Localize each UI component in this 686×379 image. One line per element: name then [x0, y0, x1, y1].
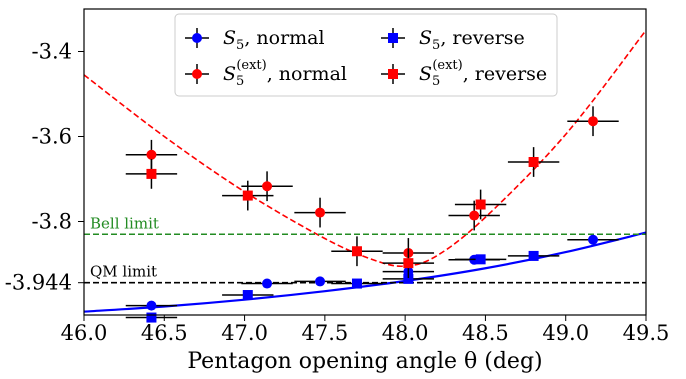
- marker-circle: [588, 234, 599, 245]
- x-tick-label: 46.0: [61, 321, 108, 345]
- legend-label: S5, normal: [223, 27, 325, 53]
- marker-circle: [315, 276, 326, 287]
- marker-circle: [588, 116, 599, 127]
- data-point-s3-4: [454, 189, 507, 220]
- marker-circle: [469, 210, 480, 221]
- x-tick-label: 48.5: [462, 321, 509, 345]
- y-axis: -3.944 -3.8 -3.6 -3.4: [5, 40, 84, 295]
- data-point-s1-5: [507, 250, 560, 261]
- data-point-s1-2: [331, 278, 383, 289]
- legend-box: [174, 13, 558, 97]
- plot-frame: [83, 8, 647, 316]
- legend-marker-square: [388, 69, 398, 79]
- data-point-s1-1: [222, 290, 274, 301]
- marker-square: [475, 254, 486, 265]
- legend-label: S5, reverse: [419, 27, 525, 53]
- marker-circle: [146, 149, 157, 160]
- data-point-s0-1: [241, 278, 293, 289]
- x-tick-label: 47.5: [301, 321, 348, 345]
- data-point-s2-5: [567, 106, 619, 137]
- y-tick-label: -3.944: [5, 271, 72, 295]
- marker-square: [351, 246, 362, 257]
- data-point-s0-5: [567, 234, 619, 245]
- legend-entry-3: S5(ext), reverse: [381, 58, 547, 89]
- legend-label: S5(ext), reverse: [419, 58, 547, 89]
- marker-square: [351, 278, 362, 289]
- x-axis-title: Pentagon opening angle θ (deg): [187, 349, 542, 374]
- data-point-s1-4: [454, 254, 507, 265]
- x-tick-label: 49.5: [623, 321, 670, 345]
- marker-circle: [262, 181, 273, 192]
- data-point-s3-2: [331, 236, 383, 267]
- x-axis: 46.0 46.5 47.0 47.5 48.0 48.5 49.0 49.5: [61, 315, 670, 345]
- marker-square: [528, 250, 539, 261]
- data-points: [125, 106, 619, 323]
- ref-line-label-1: QM limit: [90, 263, 157, 281]
- legend-marker-square: [388, 33, 398, 43]
- x-tick-label: 46.5: [141, 321, 188, 345]
- data-point-s3-1: [222, 180, 274, 211]
- legend-entry-1: S5, reverse: [381, 27, 525, 53]
- legend: S5, normal S5, reverse S5(ext), normal S5(e…: [174, 13, 558, 97]
- marker-circle: [146, 300, 157, 311]
- data-point-s0-2: [294, 276, 346, 287]
- marker-circle: [262, 278, 273, 289]
- y-tick-label: -3.8: [32, 210, 73, 234]
- marker-circle: [315, 207, 326, 218]
- marker-square: [146, 312, 157, 323]
- fit-curve-1: [84, 29, 646, 268]
- legend-marker-circle: [192, 33, 202, 43]
- marker-square: [146, 168, 157, 179]
- x-tick-label: 48.0: [382, 321, 429, 345]
- y-tick-label: -3.4: [32, 40, 73, 64]
- marker-square: [403, 273, 414, 284]
- reference-lines: Bell limit QM limit: [84, 214, 646, 284]
- fit-curve-0: [84, 231, 646, 313]
- legend-marker-circle: [192, 69, 202, 79]
- x-tick-label: 47.0: [221, 321, 268, 345]
- y-tick-label: -3.6: [32, 125, 73, 149]
- legend-label: S5(ext), normal: [223, 58, 347, 89]
- marker-square: [403, 258, 414, 269]
- marker-square: [475, 199, 486, 210]
- legend-entry-0: S5, normal: [185, 27, 325, 53]
- legend-entry-2: S5(ext), normal: [185, 58, 347, 89]
- data-point-s2-2: [294, 197, 346, 228]
- data-point-s3-0: [125, 159, 178, 189]
- marker-square: [242, 190, 253, 201]
- data-point-s2-4: [448, 200, 500, 231]
- data-point-s0-0: [125, 300, 178, 311]
- marker-square: [528, 157, 539, 167]
- ref-line-label-0: Bell limit: [90, 214, 159, 232]
- x-tick-label: 49.0: [542, 321, 589, 345]
- marker-square: [242, 290, 253, 301]
- data-point-s3-5: [507, 147, 560, 177]
- data-point-s3-3: [382, 248, 435, 279]
